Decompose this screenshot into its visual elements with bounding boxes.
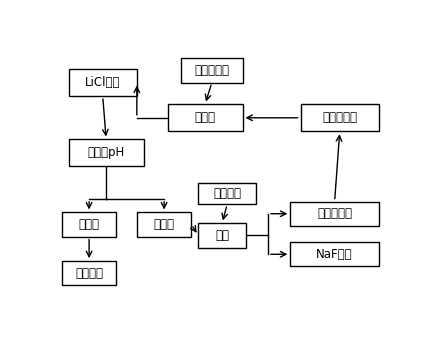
- Text: 沉碳酸锂: 沉碳酸锂: [75, 267, 103, 280]
- Bar: [69, 69, 137, 96]
- Text: NaF溶液: NaF溶液: [316, 248, 353, 261]
- Bar: [198, 223, 246, 247]
- Bar: [301, 104, 379, 131]
- Text: 除氟剂: 除氟剂: [194, 111, 216, 124]
- Text: 再生: 再生: [215, 229, 229, 242]
- Text: LiCl溶液: LiCl溶液: [85, 76, 121, 89]
- Bar: [62, 261, 117, 285]
- Text: 氢氧化钠: 氢氧化钠: [213, 187, 241, 200]
- Text: 含氟渣: 含氟渣: [154, 218, 175, 231]
- Bar: [137, 212, 191, 237]
- Text: 除氟液: 除氟液: [79, 218, 99, 231]
- Bar: [69, 139, 144, 166]
- Text: 再生除氟剂: 再生除氟剂: [317, 207, 352, 220]
- Text: 稀盐酸活化: 稀盐酸活化: [194, 64, 229, 77]
- Text: 体系调pH: 体系调pH: [88, 146, 125, 159]
- Text: 洗涤、干燥: 洗涤、干燥: [322, 111, 357, 124]
- Bar: [168, 104, 242, 131]
- Bar: [198, 183, 256, 204]
- Bar: [290, 242, 379, 266]
- Bar: [62, 212, 117, 237]
- Bar: [290, 201, 379, 226]
- Bar: [181, 58, 242, 83]
